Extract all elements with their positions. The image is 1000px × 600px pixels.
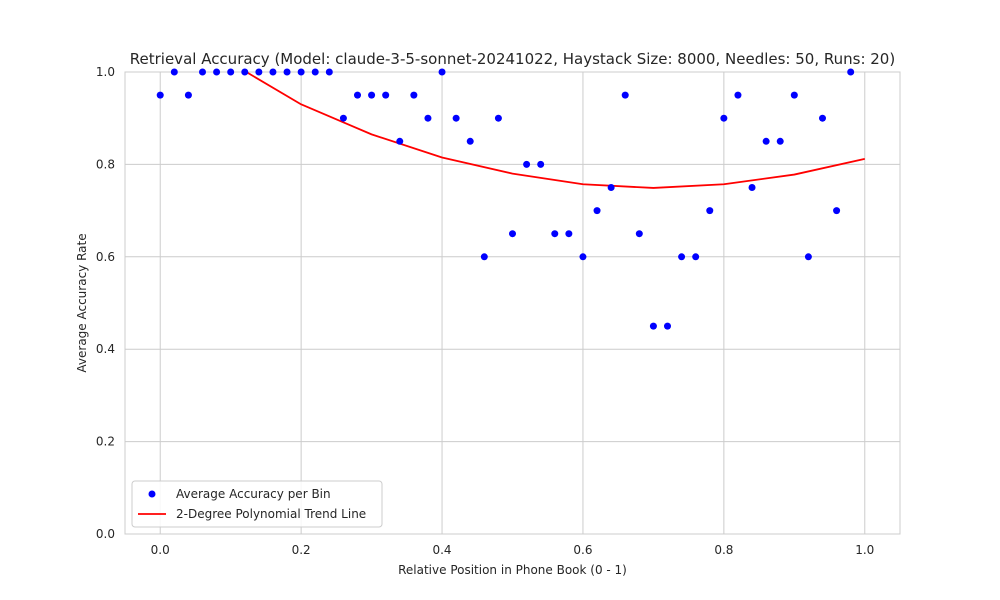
legend: Average Accuracy per Bin 2-Degree Polyno… xyxy=(131,480,383,528)
x-tick-label: 1.0 xyxy=(855,543,874,557)
scatter-point xyxy=(748,184,756,191)
scatter-point xyxy=(635,230,643,238)
scatter-point xyxy=(649,322,657,330)
scatter-point xyxy=(692,253,700,261)
legend-label-scatter: Average Accuracy per Bin xyxy=(176,487,331,501)
scatter-point xyxy=(339,114,347,122)
scatter-point xyxy=(607,184,615,191)
scatter-point xyxy=(720,114,728,122)
scatter-point xyxy=(269,68,277,76)
scatter-point xyxy=(452,114,460,122)
scatter-point xyxy=(354,91,361,99)
scatter-point xyxy=(833,207,841,215)
y-tick-label: 0.6 xyxy=(96,250,115,264)
scatter-point xyxy=(325,68,333,76)
x-tick-label: 0.2 xyxy=(292,543,311,557)
scatter-point xyxy=(382,91,390,99)
scatter-point xyxy=(227,68,235,76)
scatter-point xyxy=(706,207,714,215)
scatter-point xyxy=(156,91,164,99)
scatter-point xyxy=(241,68,249,76)
scatter-point xyxy=(593,207,601,215)
trend-layer xyxy=(244,72,865,189)
x-tick-label: 0.6 xyxy=(573,543,592,557)
trend-line xyxy=(244,72,865,189)
legend-box xyxy=(131,480,383,528)
scatter-point xyxy=(466,137,474,145)
scatter-point xyxy=(396,137,404,145)
scatter-point xyxy=(579,253,587,261)
scatter-point xyxy=(804,253,812,261)
ticks: 0.0 0.2 0.4 0.6 0.8 1.0 0.0 0.2 0.4 0.6 0.8 1.0 xyxy=(96,65,874,557)
scatter-point xyxy=(368,91,376,99)
plot-frame xyxy=(124,71,901,535)
y-tick-label: 0.2 xyxy=(96,435,115,449)
scatter-layer xyxy=(156,68,855,330)
scatter-point xyxy=(480,253,488,261)
scatter-point xyxy=(847,68,855,76)
scatter-point xyxy=(551,230,559,238)
scatter-point xyxy=(734,91,742,99)
scatter-point xyxy=(537,160,545,168)
scatter-point xyxy=(283,68,291,76)
plot-area xyxy=(125,72,900,534)
scatter-point xyxy=(170,68,178,76)
scatter-point xyxy=(199,68,206,76)
x-tick-label: 0.8 xyxy=(714,543,733,557)
scatter-point xyxy=(297,68,305,76)
scatter-point xyxy=(255,68,263,76)
y-tick-label: 0.8 xyxy=(96,157,115,171)
x-axis-label: Relative Position in Phone Book (0 - 1) xyxy=(398,563,627,577)
scatter-point xyxy=(424,114,432,122)
legend-label-trend: 2-Degree Polynomial Trend Line xyxy=(176,507,366,521)
scatter-point xyxy=(509,230,516,238)
scatter-point xyxy=(523,160,531,168)
scatter-point xyxy=(762,137,770,145)
scatter-point xyxy=(664,322,671,330)
scatter-point xyxy=(494,114,502,122)
x-tick-label: 0.4 xyxy=(432,543,451,557)
scatter-point xyxy=(819,114,826,122)
y-tick-label: 0.0 xyxy=(96,527,115,541)
scatter-point xyxy=(565,230,573,238)
scatter-point xyxy=(184,91,192,99)
x-tick-label: 0.0 xyxy=(151,543,170,557)
scatter-point xyxy=(621,91,629,99)
scatter-point xyxy=(678,253,686,261)
chart-title: Retrieval Accuracy (Model: claude-3-5-so… xyxy=(130,50,895,68)
scatter-point xyxy=(213,68,221,76)
scatter-point xyxy=(311,68,319,76)
y-axis-label: Average Accuracy Rate xyxy=(75,233,89,372)
legend-scatter-marker xyxy=(148,490,156,498)
scatter-point xyxy=(410,91,418,99)
scatter-point xyxy=(776,137,784,145)
scatter-point xyxy=(438,68,446,76)
scatter-point xyxy=(790,91,798,99)
y-tick-label: 0.4 xyxy=(96,342,115,356)
y-tick-label: 1.0 xyxy=(96,65,115,79)
